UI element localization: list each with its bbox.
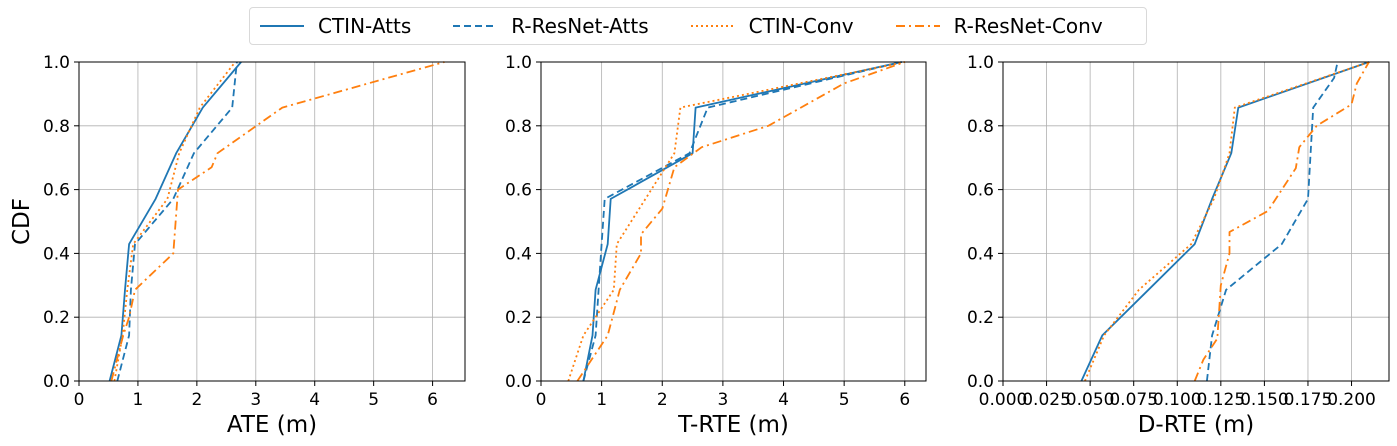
legend-swatch-r-resnet-atts xyxy=(453,25,498,27)
x-axis-label: D-RTE (m) xyxy=(1138,412,1255,438)
y-tick-label: 0.8 xyxy=(967,117,994,137)
x-axis-label: T-RTE (m) xyxy=(677,412,789,438)
legend-item-ctin-atts: CTIN-Atts xyxy=(258,14,443,38)
y-tick-label: 0.4 xyxy=(967,244,994,264)
x-tick-label: 3 xyxy=(717,390,728,410)
x-tick-label: 4 xyxy=(778,390,789,410)
series-line-r-resnet-atts xyxy=(116,61,238,382)
x-tick-label: 6 xyxy=(899,390,910,410)
legend-swatch-ctin-conv xyxy=(690,25,735,27)
series-line-r-resnet-atts xyxy=(1206,61,1339,382)
legend: CTIN-Atts R-ResNet-Atts CTIN-Conv R-ResN… xyxy=(249,7,1147,45)
x-tick-label: 0.075 xyxy=(1109,390,1158,410)
legend-swatch-ctin-atts xyxy=(260,25,304,27)
legend-swatch-r-resnet-conv xyxy=(895,25,940,27)
y-tick-label: 0.0 xyxy=(505,372,532,392)
y-tick-label: 0.4 xyxy=(505,244,532,264)
x-tick-label: 0.100 xyxy=(1153,390,1202,410)
ate-cdf-chart: 0 1 2 3 4 5 6 0.0 0.2 0.4 0.6 0.8 1.0 ATE (m) CDF xyxy=(9,53,466,438)
t-rte-cdf-chart: 0 1 2 3 4 5 6 0.0 0.2 0.4 0.6 0.8 1.0 T-RTE (m) xyxy=(505,53,927,438)
x-tick-label: 5 xyxy=(839,390,850,410)
series-line-ctin-atts xyxy=(1080,61,1370,382)
x-tick-label: 2 xyxy=(657,390,668,410)
y-tick-label: 0.2 xyxy=(505,308,532,328)
x-axis-label: ATE (m) xyxy=(227,412,317,438)
plot-frame xyxy=(78,61,466,382)
y-tick-label: 0.4 xyxy=(43,244,70,264)
y-tick-label: 1.0 xyxy=(43,53,70,73)
series-line-ctin-conv xyxy=(113,61,236,382)
x-tick-label: 1 xyxy=(133,390,144,410)
x-tick-label: 1 xyxy=(596,390,607,410)
x-tick-label: 0 xyxy=(536,390,547,410)
y-tick-label: 0.6 xyxy=(43,181,70,201)
legend-item-ctin-conv: CTIN-Conv xyxy=(689,14,886,38)
y-tick-label: 0.0 xyxy=(43,372,70,392)
x-tick-label: 5 xyxy=(368,390,379,410)
legend-label: R-ResNet-Atts xyxy=(511,14,649,38)
y-tick-label: 1.0 xyxy=(505,53,532,73)
x-tick-label: 0.025 xyxy=(1022,390,1071,410)
legend-item-r-resnet-atts: R-ResNet-Atts xyxy=(451,14,680,38)
d-rte-cdf-chart: 0.0000.0250.0500.0750.1000.1250.1500.175… xyxy=(967,53,1390,438)
x-tick-label: 0.050 xyxy=(1066,390,1115,410)
y-tick-label: 0.6 xyxy=(505,181,532,201)
legend-label: CTIN-Atts xyxy=(318,14,412,38)
series-line-ctin-conv xyxy=(1084,61,1370,382)
x-tick-label: 4 xyxy=(309,390,320,410)
y-tick-label: 0.0 xyxy=(967,372,994,392)
x-tick-label: 0.175 xyxy=(1284,390,1333,410)
x-tick-label: 2 xyxy=(191,390,202,410)
legend-item-r-resnet-conv: R-ResNet-Conv xyxy=(894,14,1135,38)
legend-label: CTIN-Conv xyxy=(748,14,854,38)
x-tick-label: 0.150 xyxy=(1240,390,1289,410)
series-line-r-resnet-atts xyxy=(582,61,902,382)
y-tick-label: 0.6 xyxy=(967,181,994,201)
x-tick-label: 0.200 xyxy=(1327,390,1376,410)
y-tick-label: 0.2 xyxy=(43,308,70,328)
x-tick-label: 6 xyxy=(427,390,438,410)
x-tick-label: 0 xyxy=(74,390,85,410)
y-tick-label: 0.2 xyxy=(967,308,994,328)
plot-frame xyxy=(540,61,927,382)
plot-frame xyxy=(1002,61,1390,382)
y-tick-label: 0.8 xyxy=(43,117,70,137)
x-tick-label: 0.125 xyxy=(1196,390,1245,410)
x-tick-label: 0.000 xyxy=(979,390,1028,410)
series-line-r-resnet-conv xyxy=(576,61,906,382)
series-line-ctin-atts xyxy=(108,61,242,382)
x-tick-label: 3 xyxy=(250,390,261,410)
series-line-ctin-atts xyxy=(582,61,902,382)
y-tick-label: 1.0 xyxy=(967,53,994,73)
legend-label: R-ResNet-Conv xyxy=(953,14,1103,38)
y-axis-label: CDF xyxy=(9,198,35,245)
y-tick-label: 0.8 xyxy=(505,117,532,137)
series-line-r-resnet-conv xyxy=(110,61,445,382)
